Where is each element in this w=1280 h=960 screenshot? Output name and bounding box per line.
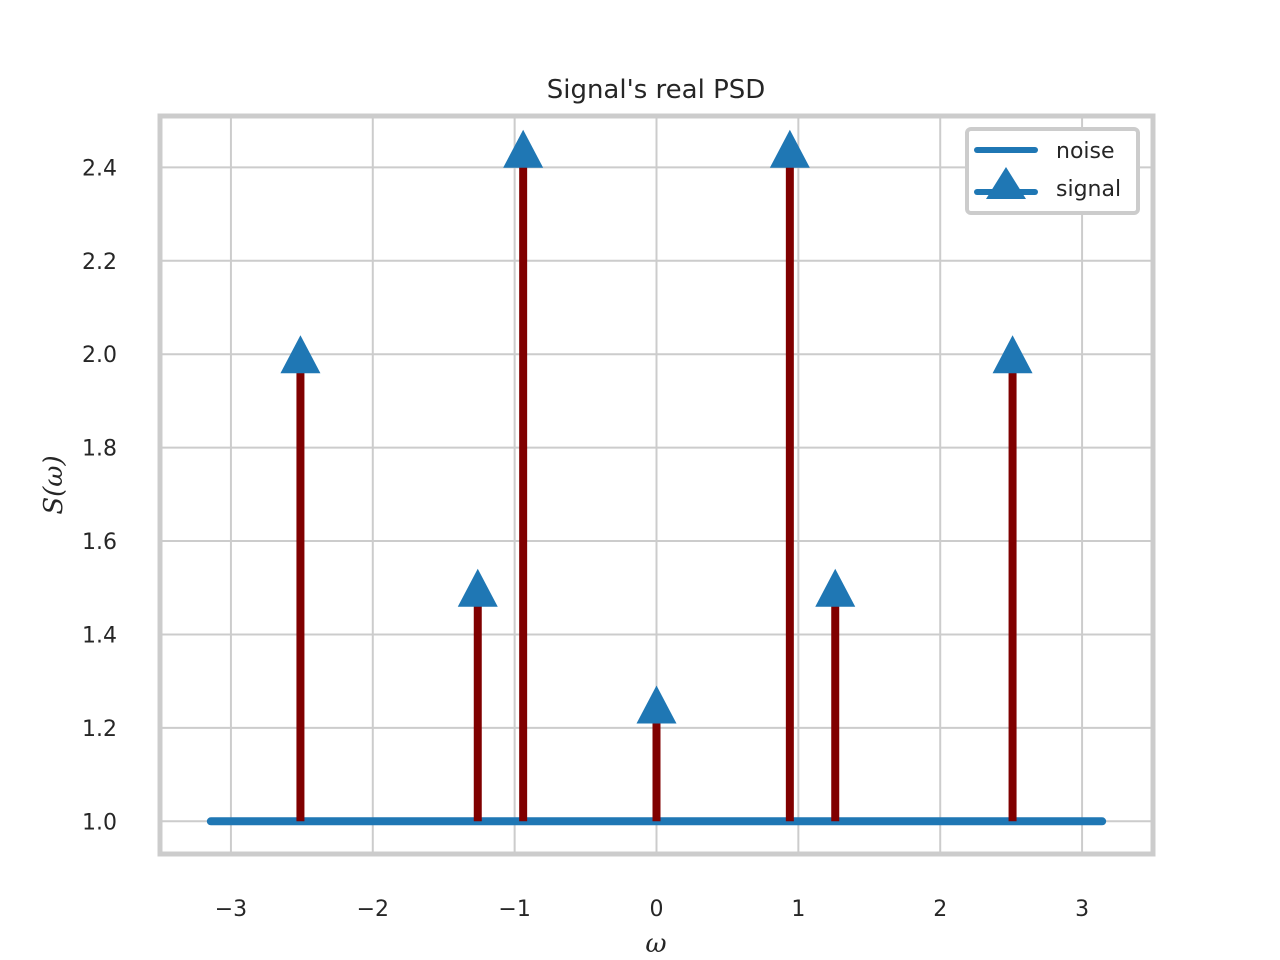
y-axis-label: S(ω)	[39, 455, 69, 514]
signal-marker	[457, 568, 498, 607]
x-tick-label: 0	[650, 897, 664, 922]
y-tick-label: 2.0	[82, 343, 117, 368]
signal-marker	[636, 685, 677, 724]
x-tick-label: −1	[498, 897, 530, 922]
signal-marker	[769, 129, 810, 168]
chart-title: Signal's real PSD	[547, 75, 766, 105]
signal-stems	[296, 148, 1017, 822]
signal-marker	[992, 335, 1033, 374]
y-tick-label: 2.2	[82, 250, 117, 275]
x-tick-label: −2	[357, 897, 389, 922]
grid	[160, 116, 1153, 854]
plot-frame	[157, 113, 1156, 857]
y-tick-label: 1.6	[82, 530, 117, 555]
legend-signal-label: signal	[1056, 177, 1121, 202]
signal-marker	[280, 335, 321, 374]
y-tick-label: 1.2	[82, 717, 117, 742]
x-tick-label: 2	[933, 897, 947, 922]
signal-markers	[280, 129, 1033, 724]
y-tick-label: 1.4	[82, 623, 117, 648]
y-tick-label: 2.4	[82, 156, 117, 181]
y-tick-labels: 1.0 1.2 1.4 1.6 1.8 2.0 2.2 2.4	[82, 156, 117, 835]
x-tick-label: −3	[215, 897, 247, 922]
signal-marker	[503, 129, 544, 168]
legend-signal-marker	[986, 167, 1026, 199]
y-tick-label: 1.0	[82, 810, 117, 835]
x-tick-label: 1	[791, 897, 805, 922]
legend-noise-label: noise	[1056, 139, 1115, 164]
y-tick-label: 1.8	[82, 437, 117, 462]
x-tick-labels: −3 −2 −1 0 1 2 3	[215, 897, 1089, 922]
x-axis-label: ω	[645, 929, 666, 959]
x-tick-label: 3	[1075, 897, 1089, 922]
legend: noise signal	[965, 127, 1140, 215]
signal-marker	[815, 568, 856, 607]
